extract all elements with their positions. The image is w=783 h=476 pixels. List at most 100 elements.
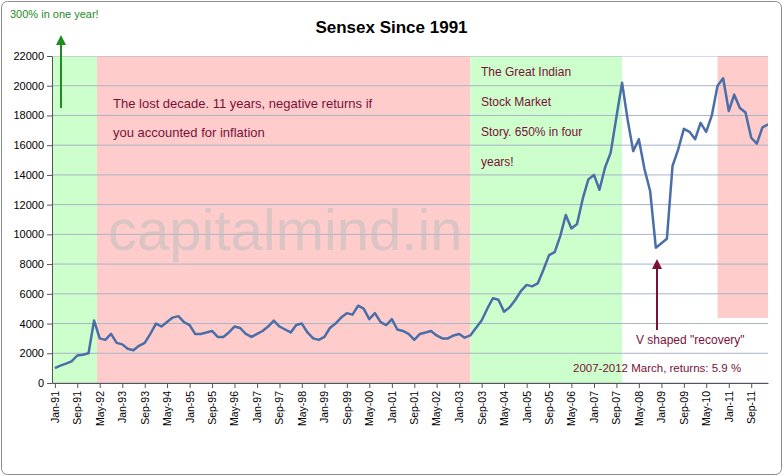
- x-tick-label: Sep-95: [206, 391, 218, 425]
- x-tick-mark: [145, 383, 146, 388]
- x-tick: Sep-91: [71, 383, 83, 425]
- x-tick-label: Sep-01: [408, 391, 420, 425]
- annotation: 2007-2012 March, returns: 5.9 %: [573, 362, 741, 374]
- x-tick: Sep-03: [475, 383, 487, 425]
- x-tick: Sep-05: [543, 383, 555, 425]
- x-tick-mark: [347, 383, 348, 388]
- x-tick-label: May-10: [700, 391, 712, 426]
- x-tick-mark: [122, 383, 123, 388]
- y-tick-label: 14000: [13, 169, 44, 181]
- x-tick-label: May-98: [296, 391, 308, 426]
- x-tick-mark: [100, 383, 101, 388]
- x-tick: Jan-05: [521, 383, 533, 423]
- x-tick-label: May-04: [498, 391, 510, 426]
- x-tick-label: Jan-07: [588, 391, 600, 423]
- x-tick-label: Jan-11: [723, 391, 735, 422]
- x-tick: May-10: [700, 383, 712, 426]
- y-axis-line: [52, 57, 53, 384]
- series-group: [55, 78, 768, 368]
- y-tick-label: 0: [38, 377, 44, 389]
- x-tick: Jan-03: [453, 383, 465, 423]
- annotation: Story. 650% in four: [481, 125, 582, 139]
- chart-frame: [2, 2, 782, 475]
- annotation: V shaped "recovery": [636, 333, 745, 347]
- x-tick-label: Jan-99: [318, 391, 330, 423]
- x-tick: May-92: [94, 383, 106, 426]
- x-tick: Jan-91: [49, 383, 61, 423]
- grid-line: [52, 293, 768, 294]
- y-tick-label: 20000: [13, 80, 44, 92]
- x-tick: Sep-01: [408, 383, 420, 425]
- x-tick-label: May-92: [94, 391, 106, 426]
- x-tick-mark: [706, 383, 707, 388]
- grid-line: [52, 174, 768, 175]
- x-tick-label: May-06: [565, 391, 577, 426]
- x-tick-label: Jan-91: [49, 391, 61, 423]
- y-tick: 6000: [20, 288, 52, 300]
- x-tick-mark: [482, 383, 483, 388]
- y-tick: 10000: [13, 228, 52, 240]
- x-tick-label: Sep-99: [341, 391, 353, 425]
- period-band: [52, 56, 97, 383]
- annotation: The Great Indian: [481, 65, 571, 79]
- x-tick: Sep-95: [206, 383, 218, 425]
- x-tick-label: Jan-97: [251, 391, 263, 423]
- grid-line: [52, 145, 768, 146]
- chart-title: Sensex Since 1991: [315, 18, 467, 37]
- y-tick-mark: [47, 234, 52, 235]
- y-tick: 18000: [13, 109, 52, 121]
- x-tick-label: May-94: [161, 391, 173, 426]
- x-tick: Sep-97: [273, 383, 285, 425]
- x-tick-label: Jan-93: [116, 391, 128, 423]
- grid-line: [52, 264, 768, 265]
- x-tick-label: Sep-93: [139, 391, 151, 425]
- x-tick: Jan-97: [251, 383, 263, 423]
- y-tick: 12000: [13, 199, 52, 211]
- y-tick: 2000: [20, 347, 52, 359]
- y-tick: 4000: [20, 318, 52, 330]
- x-tick: May-08: [633, 383, 645, 426]
- y-tick-label: 8000: [20, 258, 44, 270]
- x-tick-mark: [77, 383, 78, 388]
- grid-line: [52, 115, 768, 116]
- x-tick: May-06: [565, 383, 577, 426]
- x-tick-mark: [190, 383, 191, 388]
- x-tick: Sep-99: [341, 383, 353, 425]
- y-tick-mark: [47, 145, 52, 146]
- x-tick-mark: [167, 383, 168, 388]
- y-tick-mark: [47, 353, 52, 354]
- x-tick-mark: [257, 383, 258, 388]
- y-tick: 0: [38, 377, 52, 389]
- y-tick-mark: [47, 205, 52, 206]
- x-tick-mark: [437, 383, 438, 388]
- annotation: 300% in one year!: [10, 8, 99, 20]
- y-tick: 22000: [13, 50, 52, 62]
- watermark: capitalmind.in: [108, 197, 463, 262]
- y-tick-label: 6000: [20, 288, 44, 300]
- x-tick-mark: [639, 383, 640, 388]
- x-tick-mark: [527, 383, 528, 388]
- x-tick-label: Sep-97: [273, 391, 285, 425]
- x-tick: Jan-95: [184, 383, 196, 423]
- x-tick-mark: [302, 383, 303, 388]
- x-tick-mark: [212, 383, 213, 388]
- x-tick-label: Jan-01: [386, 391, 398, 423]
- x-tick: Jan-09: [655, 383, 667, 423]
- x-tick-mark: [324, 383, 325, 388]
- y-tick: 14000: [13, 169, 52, 181]
- x-tick-mark: [616, 383, 617, 388]
- annotation: years!: [481, 155, 514, 169]
- period-band: [97, 56, 470, 383]
- y-tick-label: 2000: [20, 347, 44, 359]
- y-tick-label: 16000: [13, 139, 44, 151]
- y-tick-label: 4000: [20, 318, 44, 330]
- x-tick: May-98: [296, 383, 308, 426]
- x-tick: May-96: [228, 383, 240, 426]
- chart-svg: capitalmind.in 0 2000 4000 6000 8000 10000 1200…: [0, 0, 783, 476]
- x-tick-label: May-08: [633, 391, 645, 426]
- x-tick-mark: [661, 383, 662, 388]
- x-tick-mark: [414, 383, 415, 388]
- x-tick-mark: [280, 383, 281, 388]
- y-tick-mark: [47, 264, 52, 265]
- period-band: [470, 56, 622, 383]
